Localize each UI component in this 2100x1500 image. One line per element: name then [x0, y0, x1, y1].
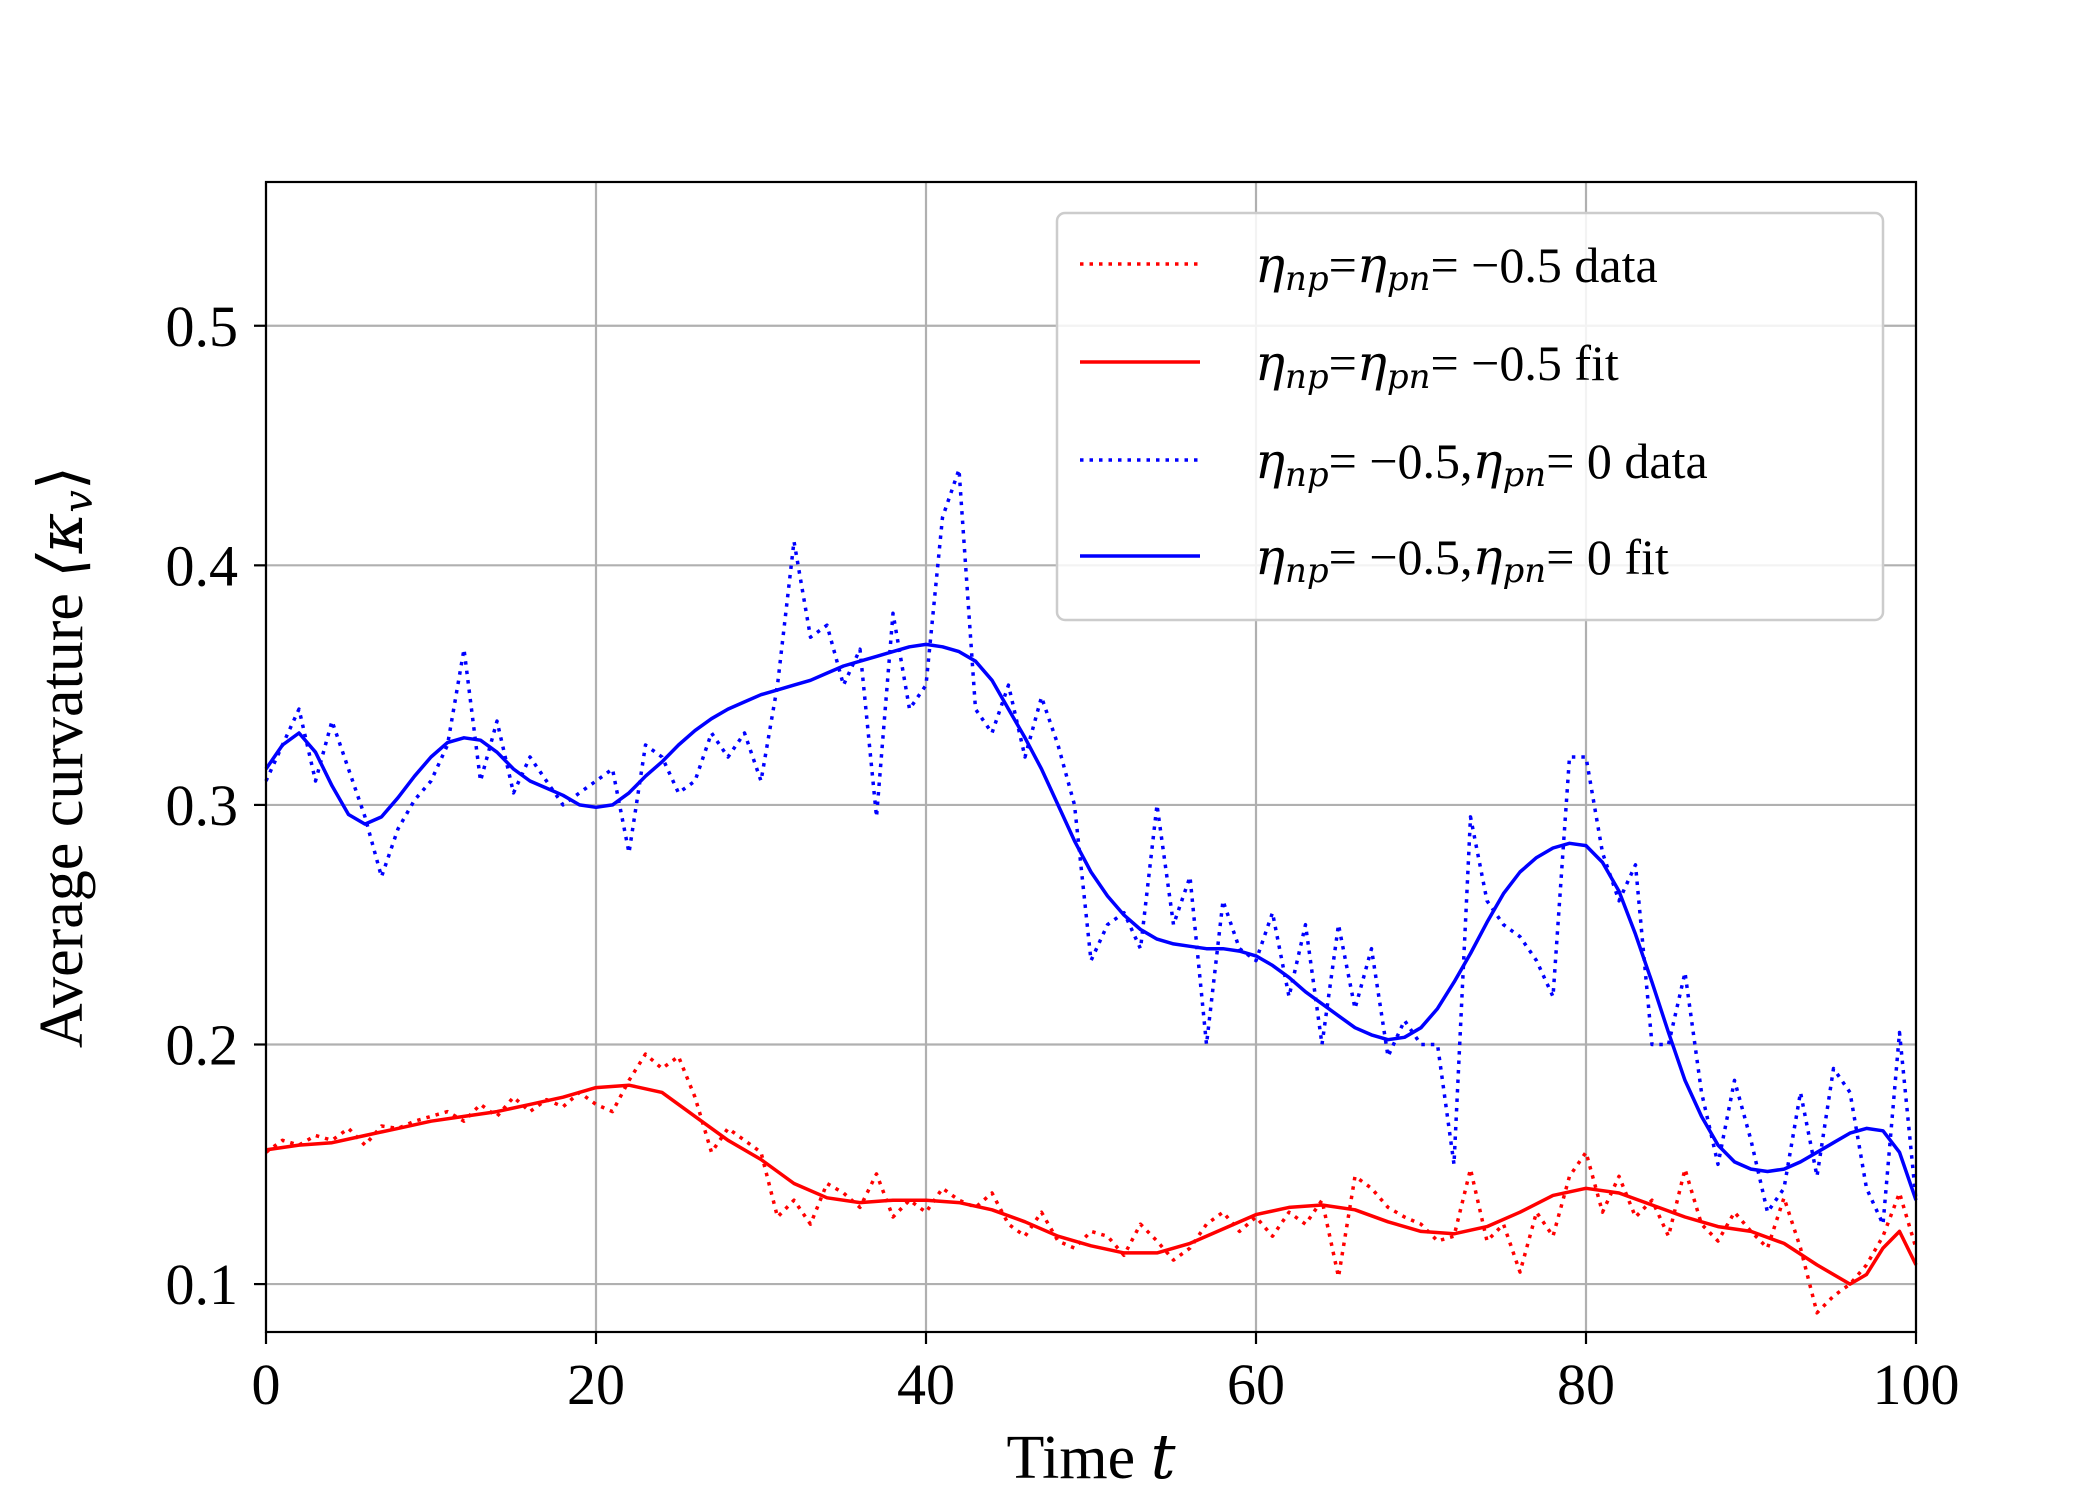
y-axis-title: Average curvature ⟨κv⟩ [24, 466, 102, 1048]
legend-entry-3: ηnp= −0.5,ηpn= 0 data [1080, 432, 1708, 495]
legend-label-1: ηnp=ηpn= −0.5 data [1255, 236, 1658, 299]
legend-entry-1: ηnp=ηpn= −0.5 data [1080, 236, 1658, 299]
y-axis: 0.1 0.2 0.3 0.4 0.5 [166, 294, 266, 1317]
series-layer [264, 467, 1918, 1315]
legend-box [1055, 211, 1885, 622]
y-tick-label: 0.5 [166, 294, 239, 359]
x-tick-label: 100 [1873, 1352, 1960, 1417]
x-tick-label: 40 [897, 1352, 955, 1417]
x-axis: 0 20 40 60 80 100 [252, 1332, 1960, 1417]
x-tick-label: 60 [1227, 1352, 1285, 1417]
x-tick-label: 20 [567, 1352, 625, 1417]
y-tick-label: 0.4 [166, 533, 239, 598]
legend-label-2: ηnp=ηpn= −0.5 fit [1255, 334, 1619, 397]
y-tick-label: 0.3 [166, 773, 239, 838]
y-tick-label: 0.2 [166, 1013, 239, 1078]
legend-entry-2: ηnp=ηpn= −0.5 fit [1080, 334, 1619, 397]
legend: ηnp=ηpn= −0.5 data ηnp=ηpn= −0.5 fit ηnp… [1055, 211, 1885, 622]
y-tick-label: 0.1 [166, 1252, 239, 1317]
legend-label-3: ηnp= −0.5,ηpn= 0 data [1255, 432, 1708, 495]
plot-frame [264, 180, 1918, 1334]
series-line-4-fit [264, 642, 1918, 1201]
x-axis-title: Time t [1006, 1420, 1175, 1493]
x-tick-label: 0 [252, 1352, 281, 1417]
legend-label-4: ηnp= −0.5,ηpn= 0 fit [1255, 528, 1669, 591]
series-line-2-fit [265, 1083, 1918, 1286]
x-tick-label: 80 [1557, 1352, 1615, 1417]
legend-entry-4: ηnp= −0.5,ηpn= 0 fit [1080, 528, 1669, 591]
series-line-3-data [264, 467, 1918, 1226]
